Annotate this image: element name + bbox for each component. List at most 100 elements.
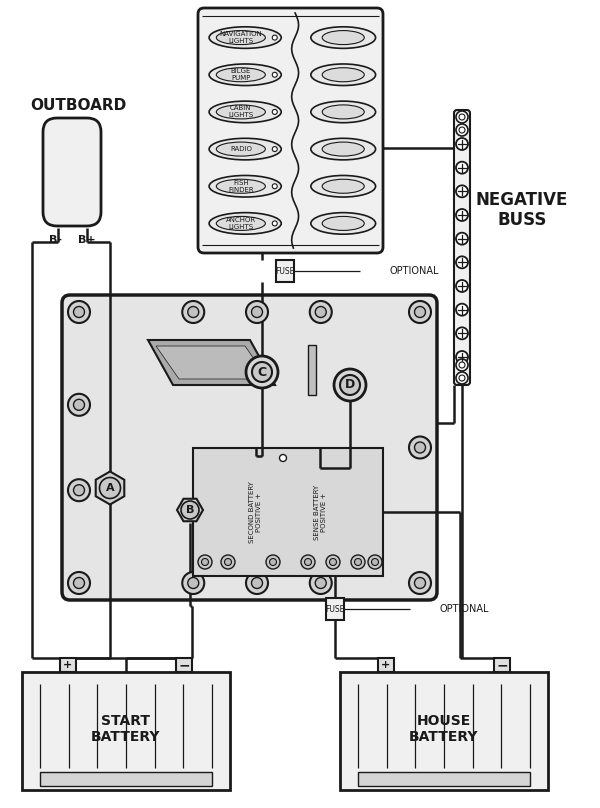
Text: D: D <box>345 378 355 392</box>
Ellipse shape <box>217 217 265 230</box>
Text: FUSE: FUSE <box>275 267 295 276</box>
Bar <box>326 598 344 620</box>
Ellipse shape <box>322 142 364 156</box>
Bar <box>22 672 230 790</box>
Bar <box>308 345 316 395</box>
Polygon shape <box>148 340 275 385</box>
Circle shape <box>315 578 326 588</box>
Circle shape <box>456 359 468 371</box>
Circle shape <box>409 572 431 594</box>
Circle shape <box>456 280 468 292</box>
Circle shape <box>182 572 204 594</box>
Circle shape <box>415 578 425 588</box>
Ellipse shape <box>311 175 376 197</box>
Circle shape <box>456 233 468 245</box>
Text: B: B <box>186 505 194 515</box>
Bar <box>358 772 530 786</box>
Circle shape <box>456 256 468 268</box>
Text: FUSE: FUSE <box>325 604 344 613</box>
Ellipse shape <box>322 105 364 119</box>
Circle shape <box>188 578 199 588</box>
Bar <box>340 672 548 790</box>
Circle shape <box>456 162 468 174</box>
Circle shape <box>202 558 209 566</box>
Ellipse shape <box>322 31 364 44</box>
Text: FISH
FINDER: FISH FINDER <box>228 179 254 193</box>
Circle shape <box>409 436 431 458</box>
Bar <box>40 772 212 786</box>
Ellipse shape <box>322 217 364 230</box>
Circle shape <box>74 399 85 410</box>
Text: −: − <box>496 658 508 672</box>
Circle shape <box>310 301 332 323</box>
Circle shape <box>340 375 360 395</box>
Text: B-: B- <box>49 235 62 245</box>
Ellipse shape <box>322 68 364 82</box>
Circle shape <box>266 555 280 569</box>
Text: SECOND BATTERY
POSITIVE +: SECOND BATTERY POSITIVE + <box>249 481 262 543</box>
Ellipse shape <box>209 213 281 234</box>
Circle shape <box>272 109 277 115</box>
Ellipse shape <box>209 175 281 197</box>
Circle shape <box>459 127 465 133</box>
Text: START
BATTERY: START BATTERY <box>91 713 161 743</box>
Circle shape <box>409 301 431 323</box>
Circle shape <box>456 138 468 150</box>
Circle shape <box>181 501 199 519</box>
Circle shape <box>74 485 85 495</box>
Circle shape <box>459 375 465 381</box>
Text: +: + <box>63 660 73 670</box>
Circle shape <box>459 362 465 368</box>
Circle shape <box>456 327 468 339</box>
Polygon shape <box>177 499 203 521</box>
Circle shape <box>456 185 468 197</box>
Circle shape <box>459 114 465 120</box>
FancyBboxPatch shape <box>62 295 437 600</box>
Circle shape <box>329 558 337 566</box>
Text: B+: B+ <box>77 235 95 245</box>
FancyBboxPatch shape <box>43 118 101 226</box>
Text: NAVIGATION
LIGHTS: NAVIGATION LIGHTS <box>220 31 262 44</box>
Ellipse shape <box>311 138 376 160</box>
Circle shape <box>272 221 277 226</box>
Ellipse shape <box>217 68 265 82</box>
Text: OPTIONAL: OPTIONAL <box>390 266 439 276</box>
Text: OPTIONAL: OPTIONAL <box>440 604 490 614</box>
Text: ANCHOR
LIGHTS: ANCHOR LIGHTS <box>226 217 256 230</box>
Circle shape <box>68 479 90 501</box>
Circle shape <box>272 183 277 189</box>
Circle shape <box>371 558 379 566</box>
FancyBboxPatch shape <box>198 8 383 253</box>
Circle shape <box>68 301 90 323</box>
Circle shape <box>326 555 340 569</box>
Circle shape <box>68 393 90 416</box>
Ellipse shape <box>217 142 265 156</box>
Circle shape <box>251 578 263 588</box>
Circle shape <box>456 209 468 221</box>
Text: HOUSE
BATTERY: HOUSE BATTERY <box>409 713 479 743</box>
Circle shape <box>198 555 212 569</box>
Circle shape <box>415 306 425 318</box>
Circle shape <box>68 572 90 594</box>
Text: BILGE
PUMP: BILGE PUMP <box>230 68 251 82</box>
Circle shape <box>188 306 199 318</box>
Circle shape <box>272 146 277 152</box>
Circle shape <box>310 572 332 594</box>
Ellipse shape <box>311 213 376 234</box>
Bar <box>193 448 383 576</box>
Ellipse shape <box>311 64 376 86</box>
Circle shape <box>246 356 278 388</box>
Ellipse shape <box>217 31 265 44</box>
Circle shape <box>269 558 277 566</box>
Circle shape <box>334 369 366 401</box>
Text: A: A <box>106 483 115 493</box>
Circle shape <box>272 35 277 40</box>
Circle shape <box>280 454 287 461</box>
Circle shape <box>251 306 263 318</box>
Text: NEGATIVE
BUSS: NEGATIVE BUSS <box>476 191 568 229</box>
Circle shape <box>456 351 468 363</box>
Circle shape <box>100 478 121 499</box>
Bar <box>378 658 394 672</box>
Ellipse shape <box>217 179 265 193</box>
Polygon shape <box>156 346 268 379</box>
